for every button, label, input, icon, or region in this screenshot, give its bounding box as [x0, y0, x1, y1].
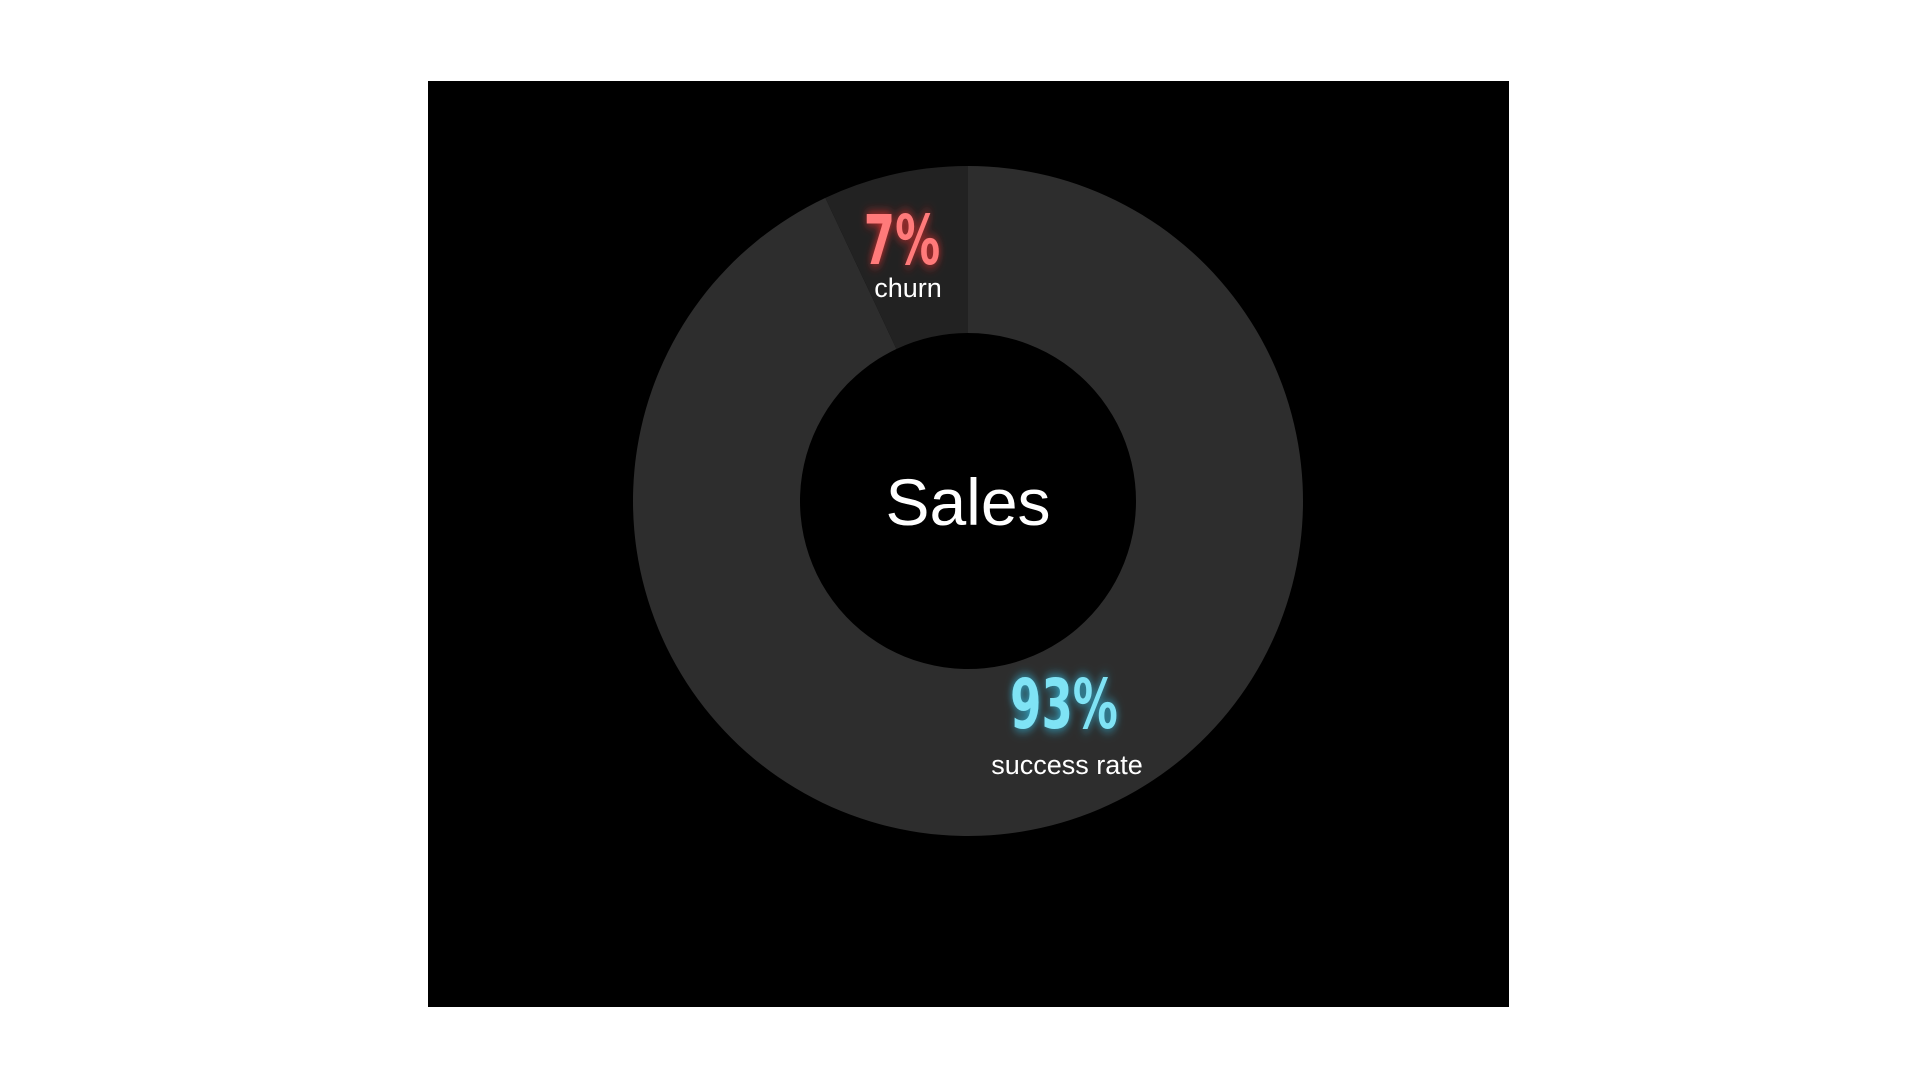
center-title: Sales: [885, 465, 1050, 539]
churn-label: churn: [874, 273, 942, 303]
donut-segment-churn: [825, 166, 968, 349]
success-rate-label: success rate: [991, 750, 1143, 780]
churn-value: 7%: [864, 200, 940, 281]
donut-segment-success-rate: [633, 166, 1303, 836]
success-rate-value: 93%: [1010, 664, 1118, 745]
